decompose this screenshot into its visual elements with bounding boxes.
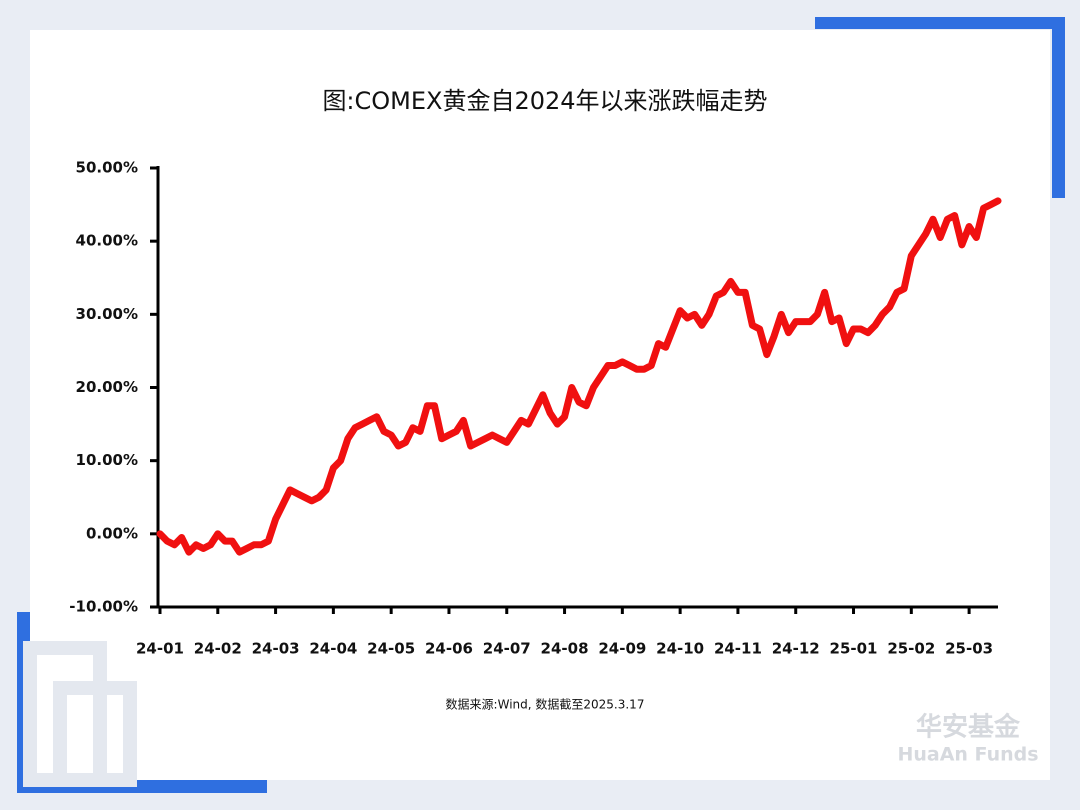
y-tick-label: -10.00%: [69, 598, 138, 616]
x-tick-label: 24-09: [598, 640, 646, 658]
decor-bar: [1052, 17, 1065, 198]
y-tick-label: 40.00%: [76, 232, 138, 250]
x-tick-label: 25-01: [830, 640, 878, 658]
y-tick-label: 0.00%: [86, 524, 138, 542]
source-note: 数据来源:Wind, 数据截至2025.3.17: [446, 697, 645, 712]
y-tick-label: 20.00%: [76, 378, 138, 396]
data-line: [156, 197, 1002, 556]
x-tick-label: 24-06: [425, 640, 473, 658]
x-tick-label: 25-03: [945, 640, 993, 658]
decor-bar: [815, 17, 1065, 29]
x-tick-label: 24-11: [714, 640, 762, 658]
logo-subtitle: HuaAn Funds: [897, 744, 1038, 766]
x-tick-label: 25-02: [887, 640, 935, 658]
x-tick-label: 24-08: [541, 640, 589, 658]
x-tick-label: 24-01: [136, 640, 184, 658]
x-tick-label: 24-03: [252, 640, 300, 658]
y-tick-label: 30.00%: [76, 305, 138, 323]
decor-square: [53, 681, 137, 787]
x-tick-label: 24-10: [656, 640, 704, 658]
y-tick-label: 50.00%: [76, 159, 138, 177]
x-tick-label: 24-04: [309, 640, 357, 658]
x-tick-label: 24-05: [367, 640, 415, 658]
chart-title: 图:COMEX黄金自2024年以来涨跌幅走势: [322, 87, 767, 115]
x-tick-label: 24-02: [194, 640, 242, 658]
x-tick-label: 24-12: [772, 640, 820, 658]
y-tick-label: 10.00%: [76, 451, 138, 469]
x-tick-label: 24-07: [483, 640, 531, 658]
logo: 华安基金: [916, 712, 1021, 743]
